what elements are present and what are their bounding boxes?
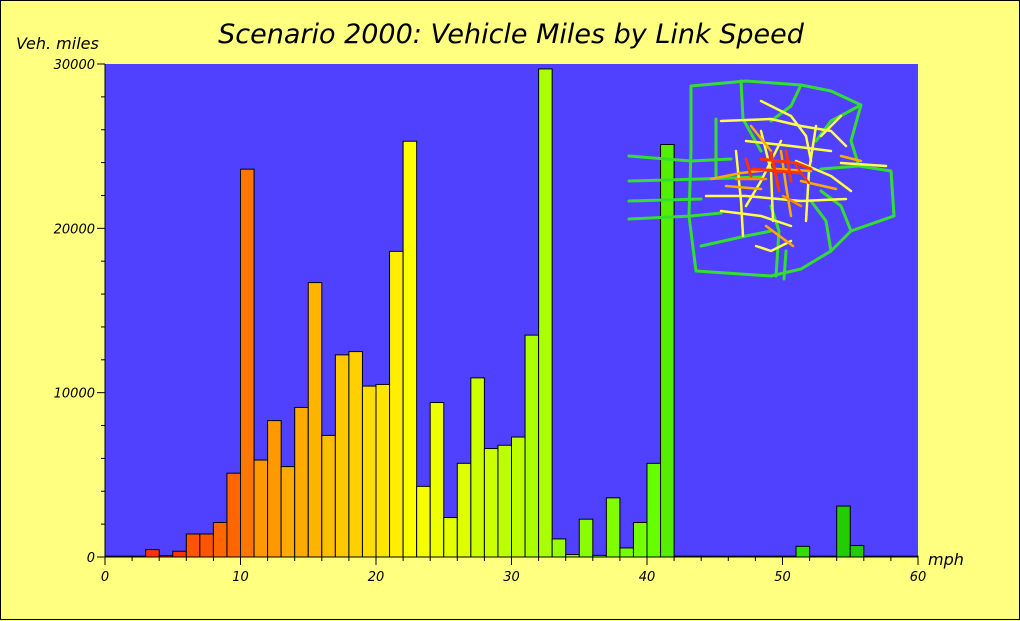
- y-tick-label: 30000: [54, 58, 95, 73]
- inset-road: [794, 159, 853, 193]
- bar: [511, 436, 526, 558]
- inset-road: [781, 194, 803, 208]
- x-tick-label: 30: [503, 570, 520, 585]
- inset-road: [699, 229, 773, 248]
- inset-road: [744, 157, 753, 178]
- bar: [795, 545, 811, 558]
- bars-group: [104, 68, 919, 558]
- bar: [294, 406, 309, 558]
- bar: [429, 402, 445, 558]
- axes-group: 0 10000 20000 30000 0 10 20 30 40 50 60: [54, 58, 927, 585]
- x-tick-label: 0: [101, 570, 109, 585]
- road-network-map-icon: [627, 79, 896, 281]
- inset-road: [719, 209, 793, 228]
- bar: [551, 538, 567, 558]
- y-axis-label: Veh. miles: [16, 34, 99, 53]
- bar: [199, 533, 214, 558]
- inset-road: [749, 124, 773, 153]
- y-tick-label: 10000: [54, 387, 95, 402]
- bar: [334, 354, 350, 558]
- bar: [836, 505, 851, 558]
- bar: [348, 351, 363, 558]
- bar: [470, 377, 485, 558]
- y-tick-label: 0: [87, 551, 95, 566]
- bar: [632, 521, 648, 558]
- chart-title: Scenario 2000: Vehicle Miles by Link Spe…: [218, 19, 805, 50]
- bar: [375, 383, 391, 558]
- inset-road: [799, 179, 838, 191]
- inset-road: [784, 149, 793, 183]
- inset-road: [839, 154, 863, 163]
- bar: [145, 549, 160, 558]
- x-axis-label: mph: [928, 550, 964, 569]
- inset-road: [782, 249, 788, 281]
- bar: [524, 334, 540, 558]
- bar: [578, 518, 594, 558]
- inset-road: [719, 117, 848, 148]
- y-tick-label: 20000: [54, 222, 95, 237]
- bar: [226, 472, 241, 558]
- bar: [416, 485, 431, 558]
- inset-road: [724, 184, 763, 191]
- inset-road: [744, 139, 783, 208]
- inset-road: [819, 189, 853, 233]
- bar: [321, 434, 336, 558]
- inset-road: [704, 194, 848, 203]
- inset-road: [754, 239, 793, 253]
- bar: [646, 462, 662, 558]
- inset-road: [769, 83, 803, 123]
- bar: [497, 444, 513, 558]
- inset-road: [769, 151, 781, 193]
- inset-road: [734, 149, 745, 238]
- inset-road: [764, 224, 795, 248]
- inset-road: [627, 197, 703, 203]
- inset-road: [839, 161, 888, 168]
- bar: [267, 420, 282, 558]
- inset-road: [744, 139, 833, 153]
- inset-road: [627, 211, 723, 221]
- bar: [538, 68, 553, 558]
- inset-road: [627, 154, 733, 163]
- x-tick-label: 40: [639, 570, 656, 585]
- inset-road: [819, 164, 861, 171]
- x-tick-label: 60: [910, 570, 927, 585]
- x-tick-label: 50: [774, 570, 791, 585]
- bar: [185, 533, 201, 558]
- inset-road: [687, 79, 896, 278]
- bar: [443, 517, 458, 558]
- bar: [307, 282, 323, 558]
- bar: [456, 462, 472, 558]
- inset-road: [709, 167, 813, 181]
- inset-road: [809, 199, 833, 253]
- bar: [240, 168, 255, 558]
- bar: [389, 250, 404, 558]
- inset-road: [795, 165, 810, 184]
- bar: [361, 385, 377, 558]
- bar: [402, 140, 418, 558]
- inset-road: [751, 167, 803, 175]
- bar: [172, 550, 187, 558]
- bar: [280, 466, 296, 558]
- bar: [660, 144, 675, 558]
- bar: [619, 547, 634, 558]
- x-tick-label: 20: [368, 570, 385, 585]
- bar: [605, 497, 621, 558]
- bar: [212, 521, 228, 558]
- x-tick-label: 10: [232, 570, 249, 585]
- inset-road: [819, 114, 843, 138]
- bar: [849, 544, 865, 558]
- inset-road: [627, 175, 763, 183]
- bar: [483, 448, 499, 558]
- bar: [253, 459, 269, 558]
